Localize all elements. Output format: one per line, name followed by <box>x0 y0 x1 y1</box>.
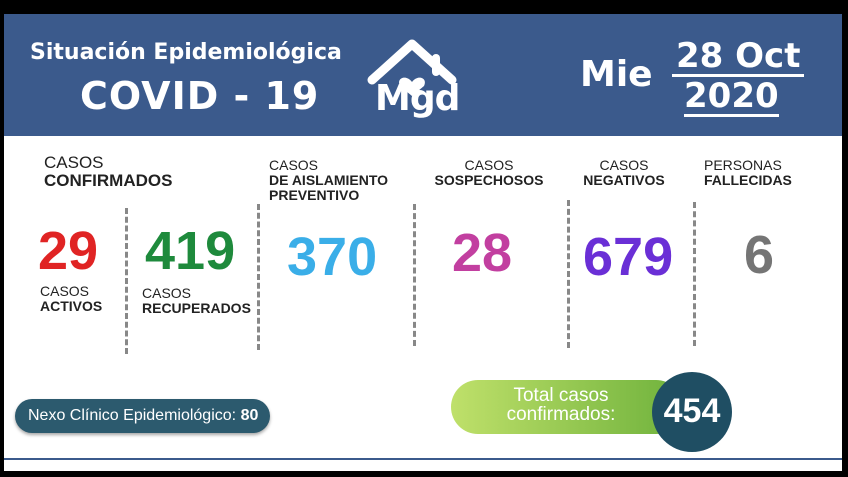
divider <box>413 204 416 346</box>
date-day-month: 28 Oct <box>672 38 805 77</box>
header-banner: Situación Epidemiológica COVID - 19 Mgd … <box>4 14 842 136</box>
sospechosos-value: 28 <box>452 223 513 283</box>
infographic-card: Situación Epidemiológica COVID - 19 Mgd … <box>4 14 842 471</box>
house-heart-icon <box>367 39 457 96</box>
logo-text: Mgd <box>375 78 460 119</box>
bottom-rule <box>4 458 842 460</box>
sospechosos-label: CASOS SOSPECHOSOS <box>434 157 544 188</box>
aislamiento-value: 370 <box>287 227 378 287</box>
total-label: Total casos confirmados: <box>506 385 616 425</box>
fallecidas-label: PERSONAS FALLECIDAS <box>704 157 792 188</box>
divider <box>125 208 128 354</box>
activos-label: CASOS ACTIVOS <box>40 283 103 314</box>
header-title: COVID - 19 <box>80 74 320 118</box>
total-value: 454 <box>663 392 721 430</box>
date-year: 2020 <box>684 76 779 117</box>
nexo-text: Nexo Clínico Epidemiológico: 80 <box>28 407 259 424</box>
recuperados-label: CASOS RECUPERADOS <box>142 285 251 316</box>
aislamiento-label: CASOS DE AISLAMIENTO PREVENTIVO <box>269 157 389 203</box>
recuperados-value: 419 <box>145 221 236 281</box>
nexo-pill <box>15 399 270 433</box>
fallecidas-value: 6 <box>744 225 775 285</box>
divider <box>567 200 570 348</box>
divider <box>693 202 696 346</box>
negativos-label: CASOS NEGATIVOS <box>583 157 665 188</box>
date-day: Mie <box>580 54 653 95</box>
total-pill <box>451 380 683 434</box>
divider <box>257 204 260 350</box>
confirmados-label: CASOS CONFIRMADOS <box>44 153 173 190</box>
header-subtitle: Situación Epidemiológica <box>30 40 342 65</box>
negativos-value: 679 <box>583 227 674 287</box>
activos-value: 29 <box>38 221 99 281</box>
total-circle <box>652 372 732 452</box>
